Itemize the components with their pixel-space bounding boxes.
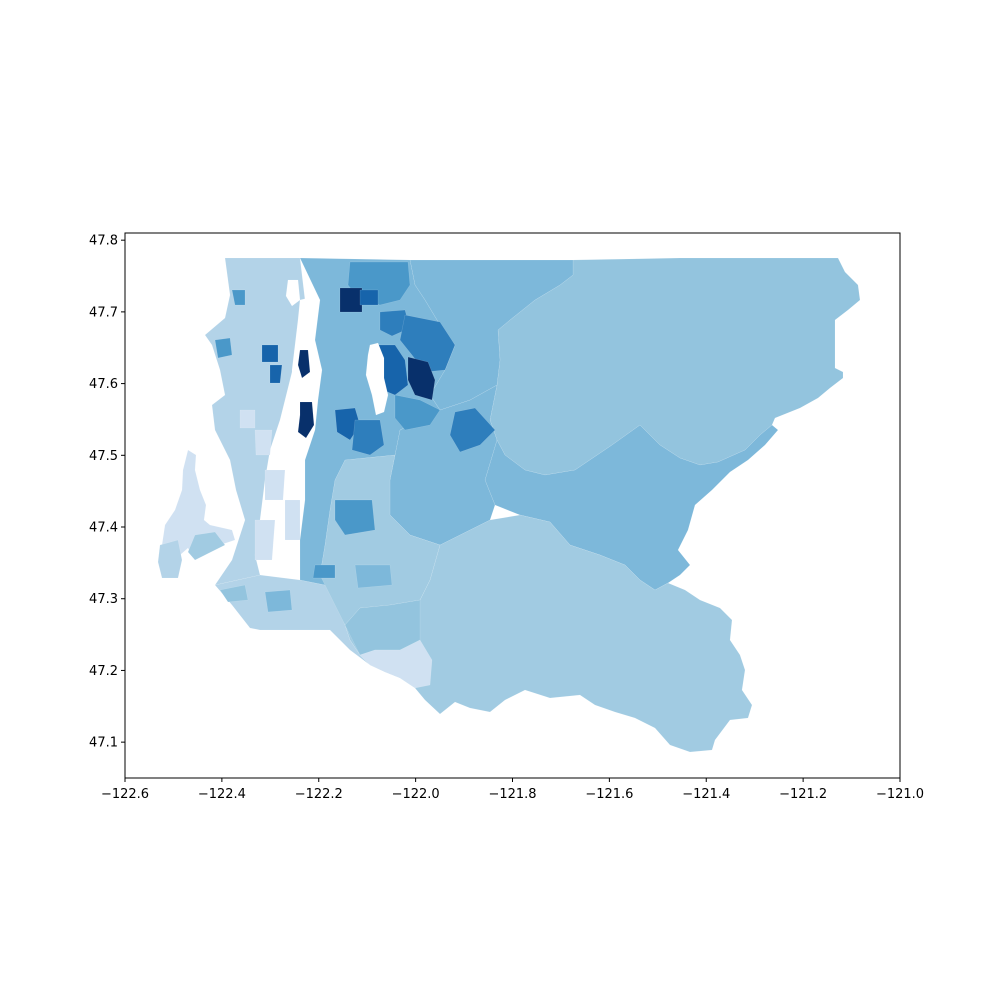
tract xyxy=(359,289,379,306)
y-tick-label: 47.3 xyxy=(89,592,118,607)
tract-dark xyxy=(407,356,436,401)
tract xyxy=(312,564,336,579)
tract xyxy=(284,499,301,541)
region-maury xyxy=(187,531,226,561)
tract xyxy=(449,407,496,453)
x-tick-label: −122.6 xyxy=(101,787,149,802)
x-tick-label: −122.4 xyxy=(198,787,246,802)
y-tick-label: 47.6 xyxy=(89,377,118,392)
region-south-light xyxy=(359,639,433,689)
region-vashon-south xyxy=(157,539,183,579)
tract xyxy=(354,564,393,589)
lake-sammamish xyxy=(365,342,389,416)
x-tick-label: −122.2 xyxy=(295,787,343,802)
choropleth-regions xyxy=(157,257,861,753)
tract-dark xyxy=(297,401,315,439)
tract-dark xyxy=(339,287,363,313)
x-tick-label: −121.2 xyxy=(779,787,827,802)
y-tick-label: 47.2 xyxy=(89,664,118,679)
x-tick-label: −121.4 xyxy=(682,787,730,802)
tract-dark xyxy=(297,349,311,379)
tract xyxy=(219,584,249,603)
tract xyxy=(394,394,441,431)
tract xyxy=(254,429,273,456)
green-lake xyxy=(285,279,301,307)
tract xyxy=(239,409,256,429)
y-axis: 47.1 47.2 47.3 47.4 47.5 47.6 47.7 47.8 xyxy=(89,234,125,751)
x-tick-label: −121.0 xyxy=(876,787,924,802)
x-tick-label: −121.8 xyxy=(488,787,536,802)
x-tick-label: −122.0 xyxy=(392,787,440,802)
tract xyxy=(269,364,283,384)
y-tick-label: 47.7 xyxy=(89,305,118,320)
tract xyxy=(254,519,276,561)
y-tick-label: 47.4 xyxy=(89,521,118,536)
x-axis: −122.6 −122.4 −122.2 −122.0 −121.8 −121.6 −121… xyxy=(101,778,924,802)
y-tick-label: 47.5 xyxy=(89,449,118,464)
tract xyxy=(264,589,293,613)
region-south xyxy=(344,514,753,753)
tract xyxy=(351,419,385,456)
y-tick-label: 47.1 xyxy=(89,736,118,751)
y-tick-label: 47.8 xyxy=(89,234,118,249)
tract xyxy=(214,337,233,359)
tract xyxy=(264,469,286,501)
tract xyxy=(334,499,376,536)
tract xyxy=(231,289,246,306)
x-tick-label: −121.6 xyxy=(585,787,633,802)
tract xyxy=(261,344,279,363)
tract xyxy=(399,314,456,373)
